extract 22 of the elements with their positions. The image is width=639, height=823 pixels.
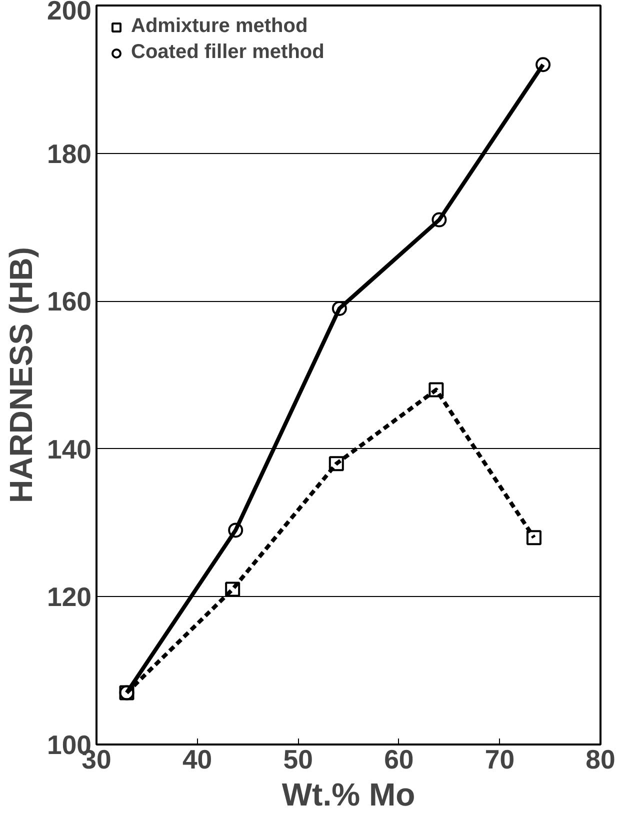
y-tick-label: 160	[47, 286, 92, 317]
point	[526, 530, 542, 546]
point	[328, 456, 344, 472]
point	[332, 301, 347, 316]
point	[225, 582, 240, 597]
legend-label: Admixture method	[131, 15, 308, 38]
legend-label: Coated filler method	[131, 41, 324, 64]
point	[228, 522, 244, 538]
y-tick-label: 200	[47, 0, 92, 26]
point	[432, 212, 447, 228]
y-axis-title: HARDNESS (HB)	[3, 247, 40, 503]
x-tick-label: 50	[283, 744, 313, 774]
x-tick-label: 80	[586, 744, 616, 774]
x-tick-label: 40	[182, 744, 212, 774]
y-tick-label: 180	[47, 138, 92, 169]
x-axis-title: Wt.% Mo	[282, 776, 416, 812]
y-tick-label: 140	[47, 434, 92, 464]
x-tick-label: 60	[384, 744, 414, 774]
point	[536, 57, 551, 72]
x-tick-label: 70	[484, 744, 515, 774]
y-tick-label: 120	[47, 582, 92, 612]
point	[428, 382, 444, 398]
